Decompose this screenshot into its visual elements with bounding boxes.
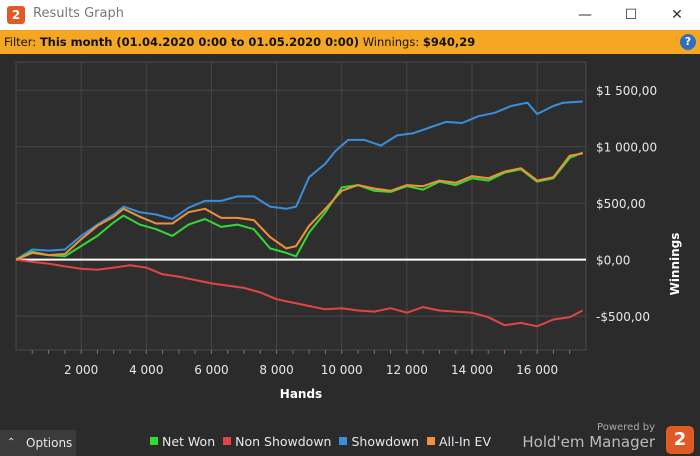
series-line-showdown: [15, 100, 583, 261]
series-lines: [15, 100, 584, 328]
y-tick-label: $1 000,00: [596, 141, 657, 155]
y-tick-label: $0,00: [596, 254, 630, 268]
options-button[interactable]: ⌃ Options: [0, 430, 76, 456]
legend-item[interactable]: Showdown: [339, 434, 419, 449]
legend-swatch: [223, 437, 232, 445]
x-tick-label: 8 000: [259, 363, 293, 377]
x-tick-label: 16 000: [516, 363, 558, 377]
brand-logo-icon: 2: [666, 426, 694, 454]
legend-label: Showdown: [351, 434, 419, 449]
series-line-all-in-ev: [15, 152, 583, 261]
legend-swatch: [339, 437, 348, 445]
powered-by-text: Powered by: [597, 422, 655, 433]
x-tick-labels: 2 000 4 000 6 000 8 000 10 000 12 000 14 000 16…: [64, 363, 558, 377]
filter-value[interactable]: This month (01.04.2020 0:00 to 01.05.202…: [39, 35, 360, 49]
title-bar: 2 Results Graph — ☐ ✕: [0, 0, 700, 30]
series-line-net-won: [15, 151, 584, 261]
question-icon[interactable]: ?: [680, 34, 696, 50]
winnings-value: $940,29: [422, 35, 476, 49]
maximize-button[interactable]: ☐: [624, 7, 638, 23]
legend-label: All-In EV: [438, 434, 491, 449]
legend-item[interactable]: Net Won: [150, 434, 215, 449]
y-axis-label: Winnings: [668, 233, 682, 296]
close-button[interactable]: ✕: [671, 7, 683, 23]
bottom-bar: ⌃ Options Net Won Non Showdown Showdown All…: [0, 420, 700, 456]
x-axis-label: Hands: [280, 387, 322, 401]
results-chart: 2 000 4 000 6 000 8 000 10 000 12 000 14 000 16…: [15, 61, 682, 401]
options-label: Options: [26, 436, 73, 450]
y-tick-label: $1 500,00: [596, 84, 657, 98]
window-title: Results Graph: [33, 6, 124, 21]
x-tick-label: 12 000: [386, 363, 428, 377]
x-tick-label: 6 000: [194, 363, 228, 377]
y-tick-labels: -$500,00 $0,00 $500,00 $1 000,00 $1 500,00: [596, 84, 657, 324]
legend-item[interactable]: All-In EV: [426, 434, 491, 449]
chevron-up-icon: ⌃: [7, 437, 16, 448]
app-logo-icon: 2: [7, 6, 25, 24]
plot-area: [15, 61, 587, 351]
y-tick-label: $500,00: [596, 197, 646, 211]
minimize-button[interactable]: —: [578, 7, 592, 23]
brand-name: Hold'em Manager: [522, 433, 655, 451]
legend-label: Net Won: [162, 434, 216, 449]
legend-swatch: [150, 437, 158, 445]
winnings-label: Winnings:: [362, 35, 420, 49]
legend-item[interactable]: Non Showdown: [223, 434, 331, 449]
grid: [16, 62, 586, 354]
legend-label: Non Showdown: [235, 434, 332, 449]
chart-legend: Net Won Non Showdown Showdown All-In EV: [150, 434, 499, 449]
filter-label: Filter:: [4, 35, 37, 49]
x-tick-label: 10 000: [321, 363, 363, 377]
x-tick-label: 2 000: [64, 363, 98, 377]
x-tick-label: 14 000: [451, 363, 493, 377]
filter-bar: Filter: This month (01.04.2020 0:00 to 0…: [0, 30, 700, 54]
x-tick-label: 4 000: [129, 363, 163, 377]
y-tick-label: -$500,00: [596, 310, 650, 324]
legend-swatch: [426, 437, 435, 445]
series-line-non-showdown: [15, 258, 584, 328]
